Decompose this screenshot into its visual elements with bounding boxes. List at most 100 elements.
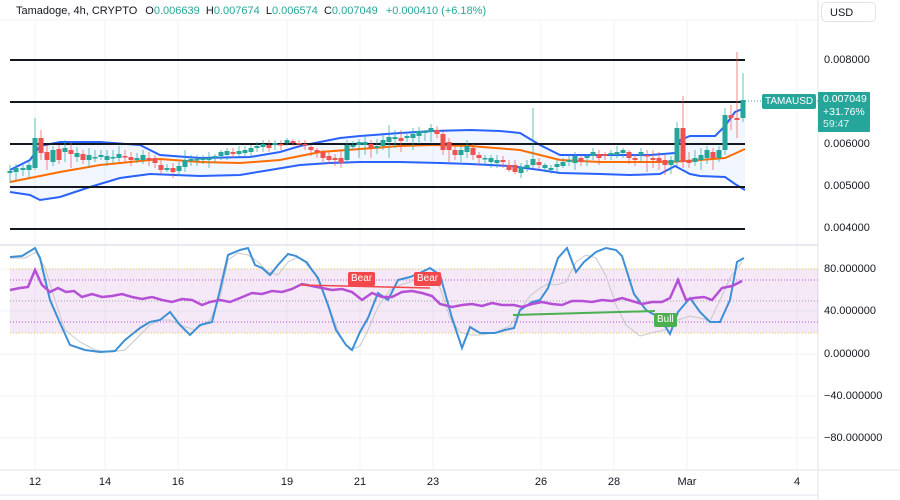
candle-body xyxy=(392,137,398,139)
candle-body xyxy=(20,168,26,170)
candle-body xyxy=(602,154,608,156)
time-axis-label: Mar xyxy=(677,476,697,488)
candle-body xyxy=(86,155,92,160)
candle-body xyxy=(92,157,98,159)
candle-body xyxy=(554,164,560,167)
rsi-axis-label: −40.000000 xyxy=(824,390,883,402)
last-price-tag: 0.007049 +31.76% 59:47 xyxy=(818,92,870,132)
price-axis-label: 0.005000 xyxy=(824,180,870,192)
candle-body xyxy=(470,148,476,155)
candle-body xyxy=(254,146,260,148)
candle-body xyxy=(692,158,698,162)
candle-body xyxy=(620,150,626,153)
candle-body xyxy=(140,155,146,160)
candle-body xyxy=(608,153,614,155)
candle-body xyxy=(290,141,296,143)
candle-body xyxy=(416,131,422,136)
candle-body xyxy=(440,134,446,150)
candle-body xyxy=(242,150,248,153)
percent-change: +31.76% xyxy=(823,105,865,118)
candle-body xyxy=(320,152,326,158)
candle-body xyxy=(386,137,392,142)
rsi-line xyxy=(9,266,743,309)
candle-body xyxy=(482,158,488,160)
candle-body xyxy=(248,148,254,152)
candle-body xyxy=(566,160,572,162)
change-value: +0.000410 (+6.18%) xyxy=(385,5,487,17)
candle-body xyxy=(13,168,19,172)
symbol-legend: Tamadoge, 4h, CRYPTO O0.006639 H0.007674… xyxy=(16,5,486,17)
candle-body xyxy=(230,152,236,154)
time-axis-label: 19 xyxy=(280,476,294,488)
candle-body xyxy=(296,143,302,145)
symbol-title[interactable]: Tamadoge, 4h, CRYPTO xyxy=(16,5,138,17)
price-axis-label: 0.004000 xyxy=(824,222,870,234)
candle-body xyxy=(146,158,152,160)
candle-body xyxy=(212,156,218,158)
bull-signal-label: Bull xyxy=(654,313,677,327)
candle-body xyxy=(38,138,44,153)
candle-body xyxy=(74,153,80,157)
candle-body xyxy=(722,115,728,150)
candle-body xyxy=(68,150,74,154)
currency-button[interactable]: USD xyxy=(821,2,876,22)
candle-body xyxy=(374,146,380,148)
bar-countdown: 59:47 xyxy=(823,118,850,130)
time-axis-label: 21 xyxy=(353,476,367,488)
price-axis-label: 0.006000 xyxy=(824,138,870,150)
ohlc-values: O0.006639 H0.007674 L0.006574 C0.007049 xyxy=(145,5,378,17)
candle-body xyxy=(512,165,518,172)
candle-body xyxy=(656,158,662,162)
candle-body xyxy=(44,152,50,160)
stoch-k-line xyxy=(9,246,745,354)
candle-body xyxy=(464,146,470,152)
candle-body xyxy=(98,155,104,157)
candle-body xyxy=(650,158,656,160)
candle-body xyxy=(698,155,704,160)
candle-body xyxy=(236,151,242,154)
candle-body xyxy=(632,158,638,160)
candle-body xyxy=(668,160,674,165)
bollinger-basis-line xyxy=(9,143,746,183)
candle-body xyxy=(182,160,188,167)
candle-body xyxy=(206,158,212,160)
candle-body xyxy=(200,158,206,160)
candle-body xyxy=(398,138,404,141)
candle-body xyxy=(638,152,644,155)
candle-body xyxy=(176,166,182,171)
candle-body xyxy=(458,150,464,155)
candle-body xyxy=(32,138,38,168)
candle-body xyxy=(218,152,224,156)
candle-body xyxy=(446,142,452,150)
symbol-price-tag: TAMAUSD xyxy=(762,94,817,109)
candle-body xyxy=(188,159,194,161)
candle-body xyxy=(704,150,710,158)
candle-body xyxy=(428,128,434,132)
candle-body xyxy=(644,155,650,157)
candle-body xyxy=(26,165,32,170)
candle-body xyxy=(80,154,86,160)
candle-body xyxy=(686,160,692,163)
high-value: 0.007674 xyxy=(213,5,260,17)
price-axis-label: 0.008000 xyxy=(824,54,870,66)
candle-body xyxy=(452,150,458,155)
candle-body xyxy=(362,142,368,145)
candle-body xyxy=(530,159,536,165)
open-value: 0.006639 xyxy=(153,5,200,17)
candle-body xyxy=(122,156,128,158)
candle-body xyxy=(716,150,722,158)
candle-body xyxy=(740,100,746,118)
candle-body xyxy=(152,158,158,163)
close-label: C xyxy=(323,5,332,17)
candle-body xyxy=(410,134,416,138)
time-axis-label: 23 xyxy=(426,476,440,488)
candle-body xyxy=(170,168,176,172)
candle-body xyxy=(62,148,68,152)
candle-body xyxy=(314,150,320,152)
candle-body xyxy=(356,142,362,145)
candle-body xyxy=(368,144,374,148)
candle-body xyxy=(488,158,494,162)
candle-body xyxy=(518,167,524,173)
candle-body xyxy=(266,145,272,148)
